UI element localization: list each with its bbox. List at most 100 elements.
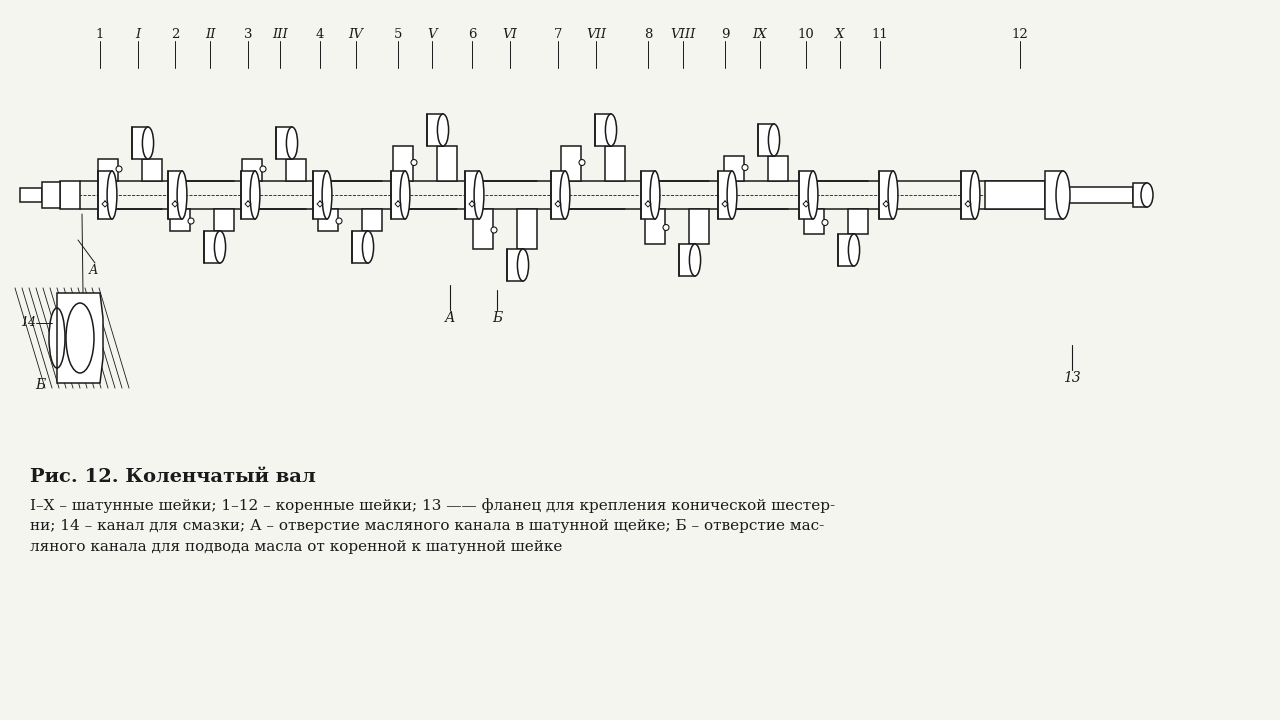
Text: 11: 11 xyxy=(872,27,888,40)
Ellipse shape xyxy=(215,231,225,263)
Text: V: V xyxy=(428,27,436,40)
Bar xyxy=(314,171,326,219)
Text: VIII: VIII xyxy=(671,27,696,40)
Text: 12: 12 xyxy=(1011,27,1028,40)
Text: ни; 14 – канал для смазки; А – отверстие масляного канала в шатунной щейке; Б – : ни; 14 – канал для смазки; А – отверстие… xyxy=(29,519,824,533)
Text: III: III xyxy=(273,27,288,40)
Bar xyxy=(849,209,868,234)
Ellipse shape xyxy=(768,124,780,156)
Bar xyxy=(241,171,255,219)
Text: 2: 2 xyxy=(170,27,179,40)
Ellipse shape xyxy=(650,171,660,219)
Bar xyxy=(362,209,381,231)
Bar xyxy=(436,146,457,181)
Bar xyxy=(20,188,42,202)
Bar xyxy=(595,114,611,146)
Ellipse shape xyxy=(49,308,65,368)
Bar xyxy=(393,146,413,181)
Ellipse shape xyxy=(108,171,116,219)
Text: IX: IX xyxy=(753,27,767,40)
Bar xyxy=(465,171,479,219)
Text: 5: 5 xyxy=(394,27,402,40)
Bar xyxy=(605,146,625,181)
Bar xyxy=(1062,187,1133,203)
Bar xyxy=(168,171,182,219)
Bar xyxy=(352,231,369,263)
Ellipse shape xyxy=(579,160,585,166)
Ellipse shape xyxy=(401,171,410,219)
Ellipse shape xyxy=(849,234,860,266)
Ellipse shape xyxy=(287,127,298,159)
Text: 10: 10 xyxy=(797,27,814,40)
Text: 13: 13 xyxy=(1064,371,1080,385)
Ellipse shape xyxy=(142,127,154,159)
Text: VI: VI xyxy=(503,27,517,40)
Text: 9: 9 xyxy=(721,27,730,40)
Ellipse shape xyxy=(474,171,484,219)
Text: Б: Б xyxy=(35,378,45,392)
Bar xyxy=(214,209,234,231)
Bar xyxy=(42,182,60,208)
Bar xyxy=(204,231,220,263)
Bar xyxy=(561,146,581,181)
Ellipse shape xyxy=(888,171,897,219)
Ellipse shape xyxy=(188,218,195,224)
Ellipse shape xyxy=(822,220,828,225)
Bar xyxy=(132,127,148,159)
Bar xyxy=(768,156,788,181)
Ellipse shape xyxy=(335,218,342,224)
Bar xyxy=(678,244,695,276)
Ellipse shape xyxy=(690,244,700,276)
Bar xyxy=(276,127,292,159)
Text: II: II xyxy=(205,27,215,40)
Bar xyxy=(1133,183,1147,207)
Ellipse shape xyxy=(727,171,737,219)
Bar xyxy=(550,171,564,219)
Ellipse shape xyxy=(116,166,122,172)
Ellipse shape xyxy=(260,166,266,172)
Ellipse shape xyxy=(742,164,748,171)
Ellipse shape xyxy=(438,114,448,146)
Bar xyxy=(961,171,975,219)
Ellipse shape xyxy=(970,171,980,219)
Bar xyxy=(99,159,118,181)
Ellipse shape xyxy=(67,303,93,373)
Bar xyxy=(242,159,262,181)
Bar xyxy=(517,209,538,249)
Text: ляного канала для подвода масла от коренной к шатунной шейке: ляного канала для подвода масла от корен… xyxy=(29,540,562,554)
Ellipse shape xyxy=(1140,183,1153,207)
Bar xyxy=(1044,171,1062,219)
Bar xyxy=(99,171,113,219)
Ellipse shape xyxy=(250,171,260,219)
Ellipse shape xyxy=(411,160,417,166)
Bar xyxy=(474,209,493,249)
Bar xyxy=(718,171,732,219)
Ellipse shape xyxy=(492,227,497,233)
Bar xyxy=(804,209,824,234)
Bar xyxy=(507,249,524,281)
Text: VII: VII xyxy=(586,27,605,40)
Polygon shape xyxy=(58,293,102,383)
Bar xyxy=(60,181,79,209)
Ellipse shape xyxy=(808,171,818,219)
Ellipse shape xyxy=(1056,171,1070,219)
Bar xyxy=(142,159,163,181)
Text: IV: IV xyxy=(348,27,364,40)
Text: А: А xyxy=(88,264,97,276)
Ellipse shape xyxy=(663,225,669,230)
Text: I: I xyxy=(136,27,141,40)
Text: X: X xyxy=(836,27,845,40)
Bar xyxy=(170,209,189,231)
Text: Рис. 12. Коленчатый вал: Рис. 12. Коленчатый вал xyxy=(29,468,316,486)
Bar xyxy=(838,234,854,266)
Text: 8: 8 xyxy=(644,27,653,40)
Ellipse shape xyxy=(177,171,187,219)
Bar xyxy=(879,171,893,219)
Bar xyxy=(641,171,655,219)
Ellipse shape xyxy=(605,114,617,146)
Bar xyxy=(799,171,813,219)
Bar xyxy=(689,209,709,244)
Bar xyxy=(758,124,774,156)
Ellipse shape xyxy=(517,249,529,281)
Text: 7: 7 xyxy=(554,27,562,40)
